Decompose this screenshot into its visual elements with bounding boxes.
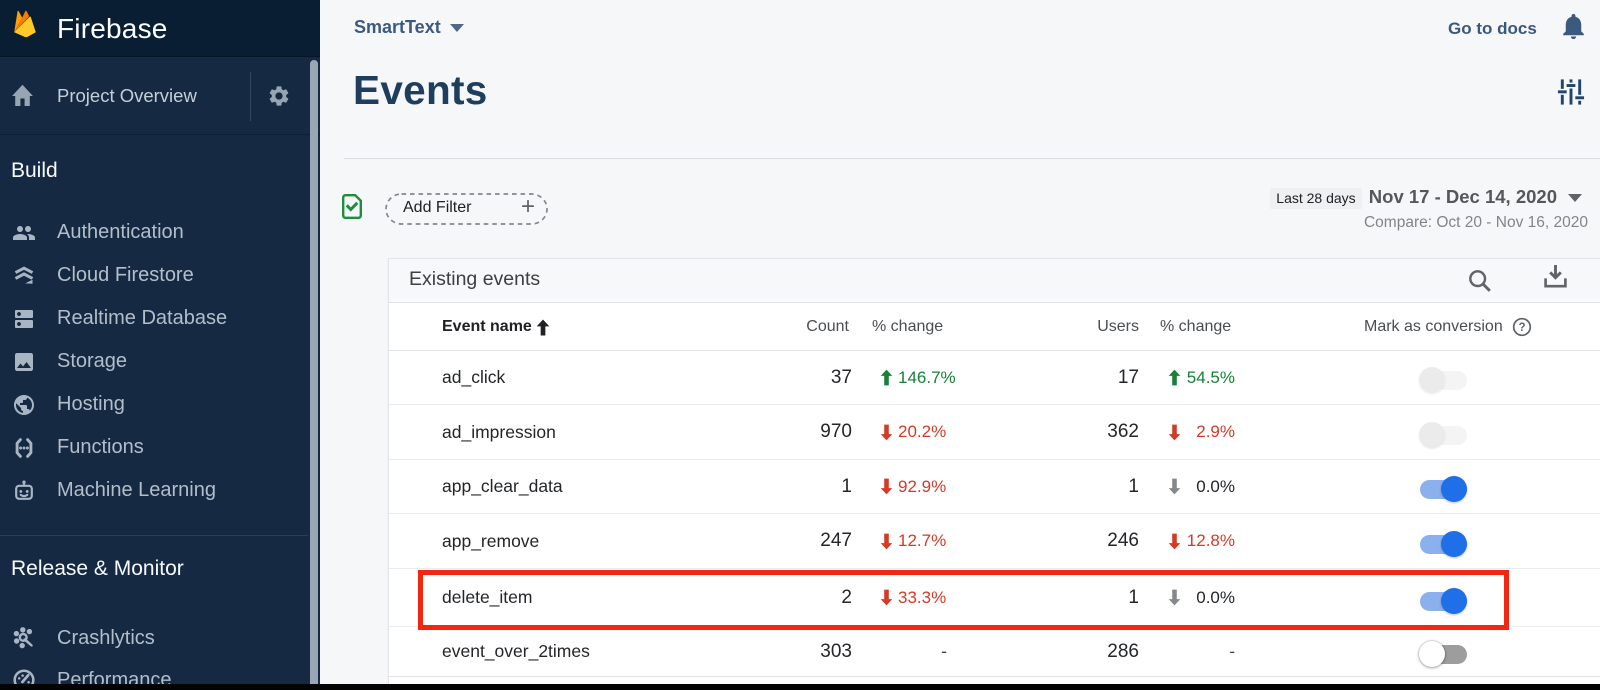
svg-text:?: ? (1518, 322, 1525, 334)
